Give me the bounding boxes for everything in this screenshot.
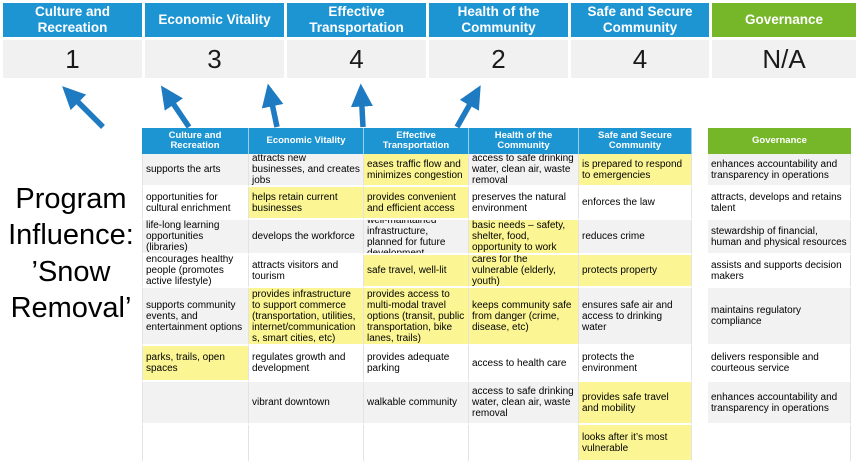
matrix-cell: helps retain current businesses xyxy=(249,187,364,220)
matrix-cell xyxy=(142,425,249,462)
matrix-cell: attracts new businesses, and creates job… xyxy=(249,154,364,187)
matrix-cell xyxy=(142,382,249,425)
matrix-header-cell: Governance xyxy=(708,128,851,154)
score-health-community: 2 xyxy=(429,40,568,78)
column-gap xyxy=(692,154,708,187)
summary-category-row: Culture and Recreation Economic Vitality… xyxy=(3,3,856,38)
matrix-cell: encourages healthy people (promotes acti… xyxy=(142,255,249,288)
matrix-cell: assists and supports decision makers xyxy=(708,255,851,288)
matrix-cell xyxy=(469,425,579,462)
matrix-cell: is prepared to respond to emergencies xyxy=(579,154,692,187)
up-arrow-icon-culture xyxy=(62,86,105,129)
matrix-cell: parks, trails, open spaces xyxy=(142,346,249,382)
matrix-cell: looks after it’s most vulnerable xyxy=(579,425,692,462)
matrix-cell: provides access to multi-modal travel op… xyxy=(364,288,469,346)
score-safe-secure-community: 4 xyxy=(571,40,709,78)
summary-box-economic-vitality: Economic Vitality xyxy=(145,3,284,38)
matrix-cell: enhances accountability and transparency… xyxy=(708,382,851,425)
matrix-cell: enhances accountability and transparency… xyxy=(708,154,851,187)
matrix-cell: provides convenient and efficient access xyxy=(364,187,469,220)
matrix-header-cell: Economic Vitality xyxy=(249,128,364,154)
score-economic-vitality: 3 xyxy=(145,40,284,78)
column-gap xyxy=(692,346,708,382)
column-gap xyxy=(692,128,708,154)
matrix-cell: eases traffic flow and minimizes congest… xyxy=(364,154,469,187)
matrix-header-cell: Effective Transportation xyxy=(364,128,469,154)
column-gap xyxy=(692,220,708,255)
arrow-band xyxy=(62,83,481,129)
matrix-cell: walkable community xyxy=(364,382,469,425)
up-arrow-icon-economic xyxy=(160,85,192,129)
matrix-header-cell: Safe and Secure Community xyxy=(579,128,692,154)
matrix-cell: access to safe drinking water, clean air… xyxy=(469,382,579,425)
matrix-cell: reduces crime xyxy=(579,220,692,255)
matrix-cell: supports community events, and entertain… xyxy=(142,288,249,346)
matrix-cell: develops the workforce xyxy=(249,220,364,255)
matrix-cell: access to safe drinking water, clean air… xyxy=(469,154,579,187)
program-influence-title: Program Influence: ’Snow Removal’ xyxy=(8,183,134,324)
matrix-cell xyxy=(708,425,851,462)
matrix-cell: provides infrastructure to support comme… xyxy=(249,288,364,346)
matrix-cell: supports the arts xyxy=(142,154,249,187)
matrix-cell: opportunities for cultural enrichment xyxy=(142,187,249,220)
matrix-cell: attracts visitors and tourism xyxy=(249,255,364,288)
matrix-cell: attracts, develops and retains talent xyxy=(708,187,851,220)
up-arrow-icon-safe-secure xyxy=(454,85,481,129)
matrix-cell: delivers responsible and courteous servi… xyxy=(708,346,851,382)
column-gap xyxy=(692,288,708,346)
matrix-cell: life-long learning opportunities (librar… xyxy=(142,220,249,255)
up-arrow-icon-transportation xyxy=(261,83,284,128)
matrix-cell: cares for the vulnerable (elderly, youth… xyxy=(469,255,579,288)
summary-box-governance: Governance xyxy=(712,3,856,38)
matrix-cell: enforces the law xyxy=(579,187,692,220)
summary-box-safe-secure-community: Safe and Secure Community xyxy=(571,3,709,38)
column-gap xyxy=(692,382,708,425)
summary-box-effective-transportation: Effective Transportation xyxy=(287,3,426,38)
matrix-cell: regulates growth and development xyxy=(249,346,364,382)
matrix-cell xyxy=(364,425,469,462)
matrix-cell: preserves the natural environment xyxy=(469,187,579,220)
matrix-cell: protects the environment xyxy=(579,346,692,382)
matrix-cell: provides adequate parking xyxy=(364,346,469,382)
summary-score-row: 1 3 4 2 4 N/A xyxy=(3,40,856,78)
matrix-cell: maintains regulatory compliance xyxy=(708,288,851,346)
column-gap xyxy=(692,255,708,288)
column-gap xyxy=(692,187,708,220)
matrix-cell: access to health care xyxy=(469,346,579,382)
summary-box-culture-recreation: Culture and Recreation xyxy=(3,3,142,38)
matrix-cell: well-maintained infrastructure, planned … xyxy=(364,220,469,255)
column-gap xyxy=(692,425,708,462)
matrix-header-cell: Culture and Recreation xyxy=(142,128,249,154)
score-governance: N/A xyxy=(712,40,856,78)
matrix-cell: protects property xyxy=(579,255,692,288)
score-culture-recreation: 1 xyxy=(3,40,142,78)
matrix-cell: provides safe travel and mobility xyxy=(579,382,692,425)
influence-matrix-table: Culture and Recreation Economic Vitality E… xyxy=(142,128,851,462)
matrix-cell: vibrant downtown xyxy=(249,382,364,425)
matrix-cell xyxy=(249,425,364,462)
summary-box-health-community: Health of the Community xyxy=(429,3,568,38)
matrix-cell: basic needs – safety, shelter, food, opp… xyxy=(469,220,579,255)
score-effective-transportation: 4 xyxy=(287,40,426,78)
matrix-header-cell: Health of the Community xyxy=(469,128,579,154)
matrix-cell: ensures safe air and access to drinking … xyxy=(579,288,692,346)
up-arrow-icon-health xyxy=(350,83,373,128)
matrix-cell: keeps community safe from danger (crime,… xyxy=(469,288,579,346)
matrix-cell: safe travel, well-lit xyxy=(364,255,469,288)
matrix-cell: stewardship of financial, human and phys… xyxy=(708,220,851,255)
